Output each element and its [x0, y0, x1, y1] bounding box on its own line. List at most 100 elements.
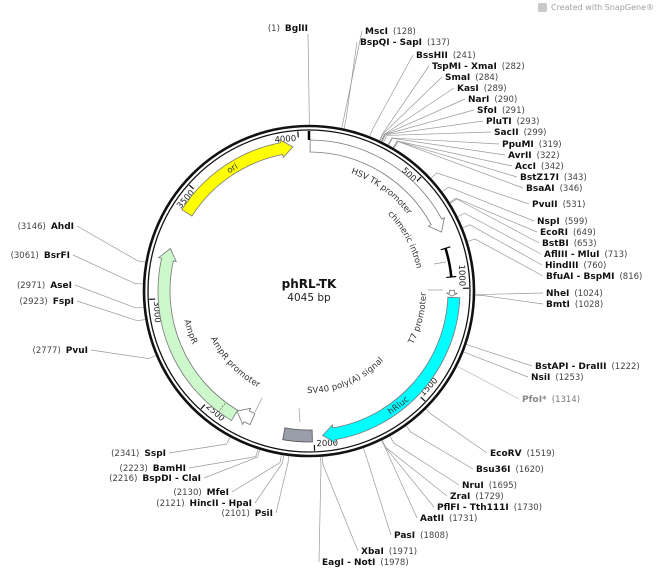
enzyme-name: HindIII [545, 261, 579, 271]
feature-leader [298, 407, 301, 423]
enzyme-position: (599) [565, 217, 588, 227]
feature-ori-label: ori [225, 161, 240, 175]
enzyme-position: (531) [563, 200, 586, 210]
enzyme-position: (1519) [527, 449, 555, 459]
enzyme-site-ahdi: (3146) AhdI [18, 222, 74, 232]
enzyme-site-ppumi: PpuMI (319) [502, 140, 562, 150]
feature-ampr [157, 247, 239, 422]
feature-t7-promoter-label: T7 promoter [406, 292, 429, 347]
enzyme-site-ecori: EcoRI (649) [540, 228, 596, 238]
enzyme-position: (1695) [489, 481, 517, 491]
enzyme-leader [475, 292, 544, 295]
enzyme-site-avrii: AvrII (322) [508, 151, 560, 161]
enzyme-site-mfei: (2130) MfeI [173, 488, 229, 498]
tick-mark [416, 176, 422, 182]
enzyme-leader [463, 351, 529, 378]
enzyme-name: BsrFI [44, 251, 70, 261]
enzyme-position: (3061) [11, 251, 39, 261]
enzyme-name: TspMI - XmaI [432, 62, 497, 72]
enzyme-leader [72, 254, 143, 285]
enzyme-position: (290) [494, 95, 517, 105]
enzyme-leader [76, 300, 146, 322]
feature-ampr-promoter [236, 407, 256, 426]
enzyme-site-bsshii: BssHII (241) [416, 51, 476, 61]
enzyme-name: PvuII [532, 200, 558, 210]
enzyme-name: BmtI [546, 300, 570, 310]
enzyme-leader [457, 212, 542, 255]
enzyme-site-hindiii: HindIII (760) [545, 261, 606, 271]
enzyme-site-pfoi: PfoI* (1314) [522, 395, 580, 405]
enzyme-leader [389, 436, 460, 486]
feature-leader [433, 261, 447, 265]
feature-chimeric-intron [444, 247, 453, 278]
enzyme-name: BspQI - SapI [360, 38, 422, 48]
plasmid-name: phRL-TK [282, 277, 337, 291]
feature-sv40-poly-a-signal [282, 427, 313, 443]
enzyme-position: (2223) [120, 464, 148, 474]
enzyme-name: NspI [537, 217, 560, 227]
enzyme-position: (299) [524, 128, 547, 138]
enzyme-name: PflFI - Tth111I [437, 503, 509, 513]
feature-leader [254, 397, 263, 413]
enzyme-site-bspqi-sapi: BspQI - SapI (137) [360, 38, 450, 48]
enzyme-site-bsaai: BsaAI (346) [526, 184, 582, 194]
enzyme-position: (1808) [420, 531, 448, 541]
enzyme-leader [406, 425, 474, 470]
enzyme-leader [449, 197, 538, 233]
enzyme-name: BfuAI - BspMI [546, 272, 614, 282]
enzyme-site-asei: (2971) AseI [17, 281, 72, 291]
enzyme-site-pvui: (2777) PvuI [33, 346, 88, 356]
enzyme-name: BssHII [416, 51, 448, 61]
enzyme-site-nhei: NheI (1024) [546, 289, 603, 299]
enzyme-site-psii: (2101) PsiI [222, 509, 274, 519]
enzyme-site-ecorv: EcoRV (1519) [490, 449, 555, 459]
enzyme-position: (342) [541, 162, 564, 172]
watermark: Created with SnapGene® [538, 3, 654, 12]
enzyme-leader [466, 344, 533, 367]
enzyme-name: AvrII [508, 151, 532, 161]
enzyme-leader [341, 30, 363, 128]
enzyme-site-bsrfi: (3061) BsrFI [11, 251, 70, 261]
feature-ampr-label-text: AmpR [182, 318, 200, 345]
enzyme-site-bstbi: BstBI (653) [542, 239, 597, 249]
enzyme-site-aatii: AatII (1731) [420, 514, 477, 524]
enzyme-leader [318, 457, 322, 563]
enzyme-name: XbaI [361, 547, 384, 557]
enzyme-site-bstz17i: BstZ17I (343) [520, 173, 587, 183]
enzyme-name: EcoRV [490, 449, 522, 459]
enzyme-position: (760) [584, 261, 607, 271]
enzyme-name: MscI [365, 27, 388, 37]
enzyme-leader [381, 98, 466, 142]
enzyme-site-bstapi-draiii: BstAPI - DraIII (1222) [535, 362, 640, 372]
enzyme-position: (2923) [19, 297, 47, 307]
enzyme-leader-lines [72, 30, 544, 563]
enzyme-leader [379, 76, 443, 141]
enzyme-position: (2777) [33, 346, 61, 356]
enzyme-name: AatII [420, 514, 444, 524]
enzyme-position: (649) [573, 228, 596, 238]
enzyme-position: (816) [619, 272, 642, 282]
enzyme-site-bsu36i: Bsu36I (1620) [476, 465, 544, 475]
enzyme-leader [231, 455, 282, 493]
feature-sv40-poly-a-signal-label: SV40 poly(A) signal [307, 355, 385, 395]
enzyme-name: BstZ17I [520, 173, 559, 183]
enzyme-leader [426, 408, 488, 454]
enzyme-name: AflIII - MluI [544, 250, 599, 260]
enzyme-position: (284) [475, 73, 498, 83]
enzyme-position: (3146) [18, 222, 46, 232]
enzyme-position: (2121) [156, 499, 184, 509]
enzyme-name: NsiI [531, 373, 550, 383]
enzyme-site-bfuai-bspmi: BfuAI - BspMI (816) [546, 272, 642, 282]
enzyme-site-xbai: XbaI (1971) [361, 547, 417, 557]
enzyme-position: (1978) [380, 558, 408, 568]
watermark-text: Created with SnapGene® [551, 3, 654, 12]
enzyme-position: (1024) [574, 289, 602, 299]
enzyme-site-sspi: (2341) SspI [111, 449, 166, 459]
enzyme-position: (2341) [111, 449, 139, 459]
feature-ampr-promoter-label: AmpR promoter [209, 335, 263, 390]
enzyme-leader [90, 349, 156, 359]
enzyme-site-nsii: NsiI (1253) [531, 373, 584, 383]
enzyme-site-bspdi-clai: (2216) BspDI - ClaI [109, 474, 201, 484]
enzyme-site-nspi: NspI (599) [537, 217, 588, 227]
